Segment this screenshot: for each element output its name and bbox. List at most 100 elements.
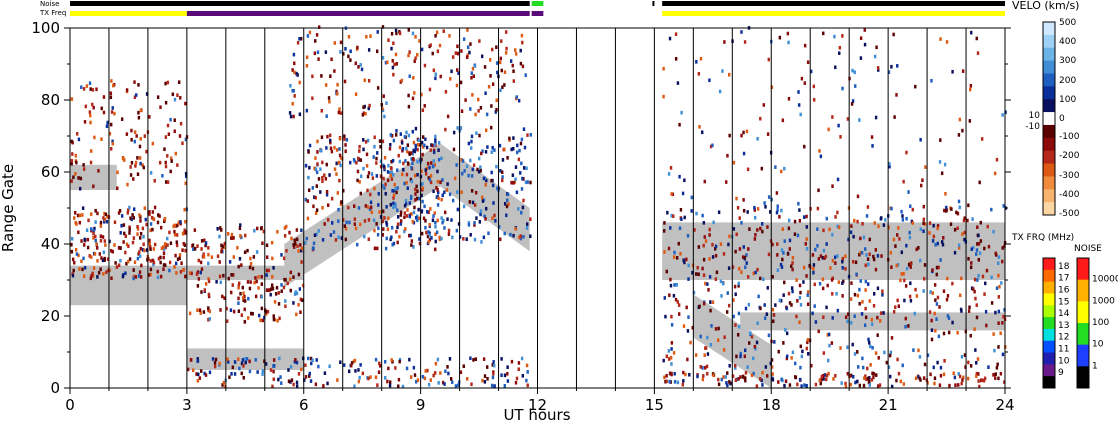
velocity-point xyxy=(744,370,748,375)
noise-colorbar-frame xyxy=(1076,257,1090,389)
velocity-point xyxy=(395,61,399,66)
velocity-point xyxy=(375,174,379,178)
velocity-point xyxy=(758,377,762,381)
velocity-point xyxy=(781,257,784,262)
velocity-point xyxy=(721,281,725,286)
velocity-point xyxy=(515,150,519,155)
velocity-point xyxy=(293,292,297,296)
velocity-point xyxy=(388,146,392,151)
velocity-point xyxy=(265,288,269,292)
velocity-point xyxy=(85,84,89,88)
velocity-point xyxy=(219,308,222,312)
y-axis-title: Range Gate xyxy=(0,164,17,252)
velocity-point xyxy=(103,239,106,243)
velocity-point xyxy=(338,107,341,111)
velocity-point xyxy=(397,377,401,382)
velocity-point xyxy=(462,37,466,41)
velocity-point xyxy=(414,198,417,202)
velocity-point xyxy=(145,222,148,227)
velocity-point xyxy=(315,170,319,175)
velocity-point xyxy=(788,383,792,387)
velocity-point xyxy=(752,356,755,361)
velocity-point xyxy=(862,365,865,370)
velocity-point xyxy=(293,238,296,243)
velocity-point xyxy=(680,110,683,115)
velocity-point xyxy=(169,241,173,245)
velocity-point xyxy=(803,81,807,85)
velocity-point xyxy=(181,231,185,236)
velocity-point xyxy=(667,172,671,176)
velocity-point xyxy=(525,363,529,368)
velocity-point xyxy=(874,351,878,355)
velocity-point xyxy=(977,257,981,262)
velocity-point xyxy=(196,244,199,248)
velocity-point xyxy=(264,312,268,316)
velocity-point xyxy=(269,368,273,372)
velocity-point xyxy=(694,353,698,357)
velocity-point xyxy=(943,162,947,167)
velocity-point xyxy=(401,148,404,153)
velocity-point xyxy=(292,382,295,387)
status-rows: Noise TX Freq xyxy=(39,0,1005,17)
velocity-point xyxy=(934,298,937,302)
velocity-point xyxy=(236,245,239,250)
velocity-point xyxy=(353,358,357,363)
velocity-point xyxy=(672,255,676,259)
velocity-point xyxy=(453,176,457,181)
velocity-point xyxy=(172,224,175,229)
velocity-point xyxy=(159,105,162,109)
velocity-point xyxy=(997,261,1000,266)
velocity-point xyxy=(961,232,964,236)
velocity-point xyxy=(780,248,784,252)
velocity-point xyxy=(841,256,845,261)
velocity-point xyxy=(164,180,168,184)
velocity-point xyxy=(413,91,416,95)
velocity-point xyxy=(132,274,135,279)
velocity-point xyxy=(345,220,348,225)
velocity-point xyxy=(354,226,358,231)
velocity-point xyxy=(242,375,245,380)
velocity-point xyxy=(199,270,203,275)
velocity-point xyxy=(737,311,741,316)
velocity-point xyxy=(208,317,212,321)
velocity-point xyxy=(846,371,849,376)
velocity-point xyxy=(482,235,486,240)
velocity-point xyxy=(744,348,747,353)
velocity-point xyxy=(471,66,475,71)
velocity-point xyxy=(386,227,390,232)
velocity-point xyxy=(368,207,372,211)
velocity-point xyxy=(390,31,394,36)
velo-swatch xyxy=(1043,86,1055,100)
velocity-point xyxy=(844,381,847,386)
velocity-point xyxy=(173,97,177,102)
velocity-point xyxy=(220,228,223,232)
velocity-point xyxy=(477,109,480,113)
velocity-point xyxy=(420,47,424,52)
velocity-point xyxy=(802,215,806,219)
velocity-point xyxy=(441,193,444,198)
velocity-point xyxy=(333,167,337,171)
velocity-point xyxy=(414,187,417,192)
velocity-point xyxy=(902,271,905,276)
velocity-point xyxy=(900,272,903,276)
velocity-point xyxy=(934,242,937,247)
velocity-point xyxy=(777,380,780,384)
velocity-point xyxy=(164,242,167,246)
velocity-point xyxy=(701,366,704,370)
velocity-point xyxy=(418,39,421,43)
velocity-point xyxy=(204,243,207,248)
velocity-point xyxy=(518,148,521,153)
velocity-point xyxy=(484,128,488,133)
velocity-point xyxy=(899,379,903,384)
velocity-point xyxy=(748,341,751,345)
velocity-point xyxy=(96,211,99,216)
velocity-point xyxy=(196,359,199,363)
velocity-point xyxy=(106,120,109,125)
velocity-point xyxy=(913,311,916,316)
velocity-point xyxy=(472,74,476,78)
velocity-point xyxy=(427,210,430,215)
velocity-point xyxy=(939,138,942,142)
velocity-point xyxy=(436,169,439,174)
velocity-point xyxy=(670,314,673,319)
velocity-point xyxy=(220,249,223,254)
